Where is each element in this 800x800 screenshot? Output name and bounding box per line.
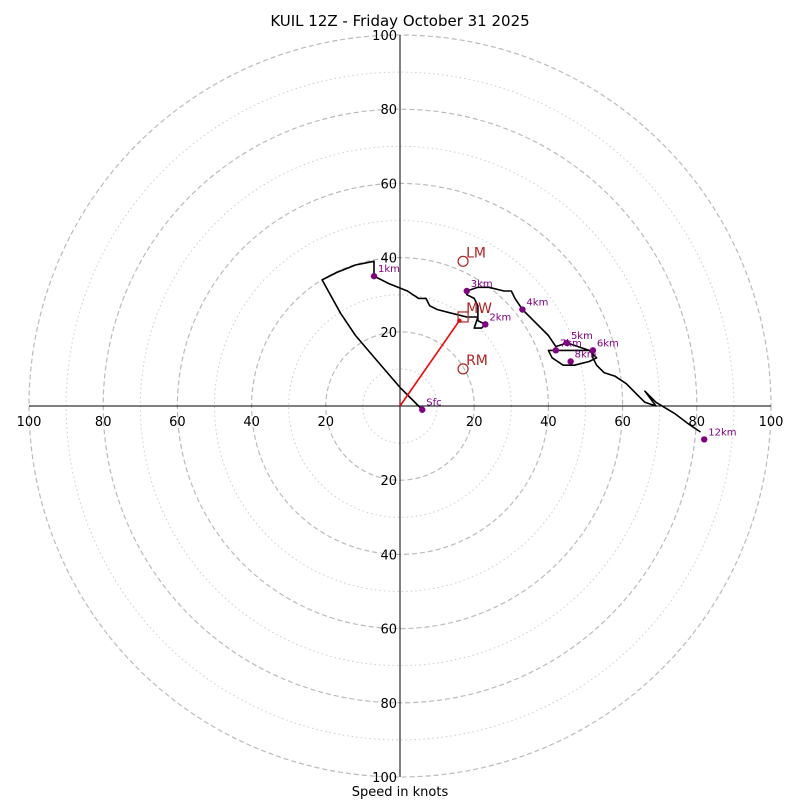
y-tick-label-up: 80 (380, 103, 397, 118)
height-marker-dot (567, 358, 574, 365)
x-tick-label: 100 (17, 415, 42, 430)
motion-vector-group (399, 318, 462, 407)
x-axis-label: Speed in knots (352, 785, 449, 800)
height-marker-dot (701, 436, 708, 443)
height-marker-label: 8km (575, 349, 597, 360)
y-tick-label-down: 20 (380, 474, 397, 489)
motion-point-marker (457, 363, 469, 375)
x-tick-label: 20 (318, 415, 335, 430)
x-tick-label: 40 (540, 415, 557, 430)
storm-motion-vector (399, 320, 461, 407)
height-marker-label: 5km (571, 331, 593, 342)
y-tick-label-down: 100 (372, 771, 397, 786)
y-tick-label-down: 40 (380, 548, 397, 563)
motion-point-label: RM (466, 353, 488, 369)
tick-labels: 100 80 60 40 20 20 40 60 80 100 20 40 60 80 100 20 40 60 8… (17, 29, 784, 786)
height-marker-label: 3km (471, 279, 493, 290)
motion-point-marker (457, 311, 469, 323)
y-tick-label-down: 60 (380, 623, 397, 638)
y-tick-label-up: 60 (380, 177, 397, 192)
x-tick-label: 20 (466, 415, 483, 430)
chart-title: KUIL 12Z - Friday October 31 2025 (270, 12, 529, 30)
height-marker-dot (552, 347, 560, 354)
x-tick-label: 40 (243, 415, 260, 430)
height-marker-label: 7km (560, 338, 582, 349)
x-tick-label: 80 (689, 415, 706, 430)
y-tick-label-up: 40 (380, 252, 397, 267)
motion-point-marker (457, 255, 469, 267)
storm-motion-points: LM MW RM (457, 245, 492, 375)
height-marker-dot (563, 339, 571, 347)
height-marker-label: 1km (378, 264, 400, 275)
height-marker-dot (463, 287, 470, 295)
height-marker-label: 2km (489, 312, 511, 323)
x-tick-label: 100 (759, 415, 784, 430)
height-marker-dot (419, 406, 426, 413)
x-tick-label: 60 (169, 415, 186, 430)
motion-point-label: LM (466, 245, 486, 261)
height-marker-dot (519, 306, 526, 313)
motion-point-label: MW (466, 301, 492, 317)
height-marker-label: 4km (526, 298, 548, 309)
height-marker-dot (589, 347, 597, 354)
height-marker-label: 6km (597, 338, 619, 349)
y-tick-label-up: 20 (380, 326, 397, 341)
x-tick-label: 80 (95, 415, 112, 430)
y-tick-label-down: 80 (380, 697, 397, 712)
height-marker-label: Sfc (426, 398, 441, 409)
height-marker-label: 12km (708, 427, 736, 438)
height-marker-dot (482, 321, 489, 328)
x-tick-label: 60 (614, 415, 631, 430)
y-tick-label-up: 100 (372, 29, 397, 44)
height-marker-dot (370, 272, 378, 280)
